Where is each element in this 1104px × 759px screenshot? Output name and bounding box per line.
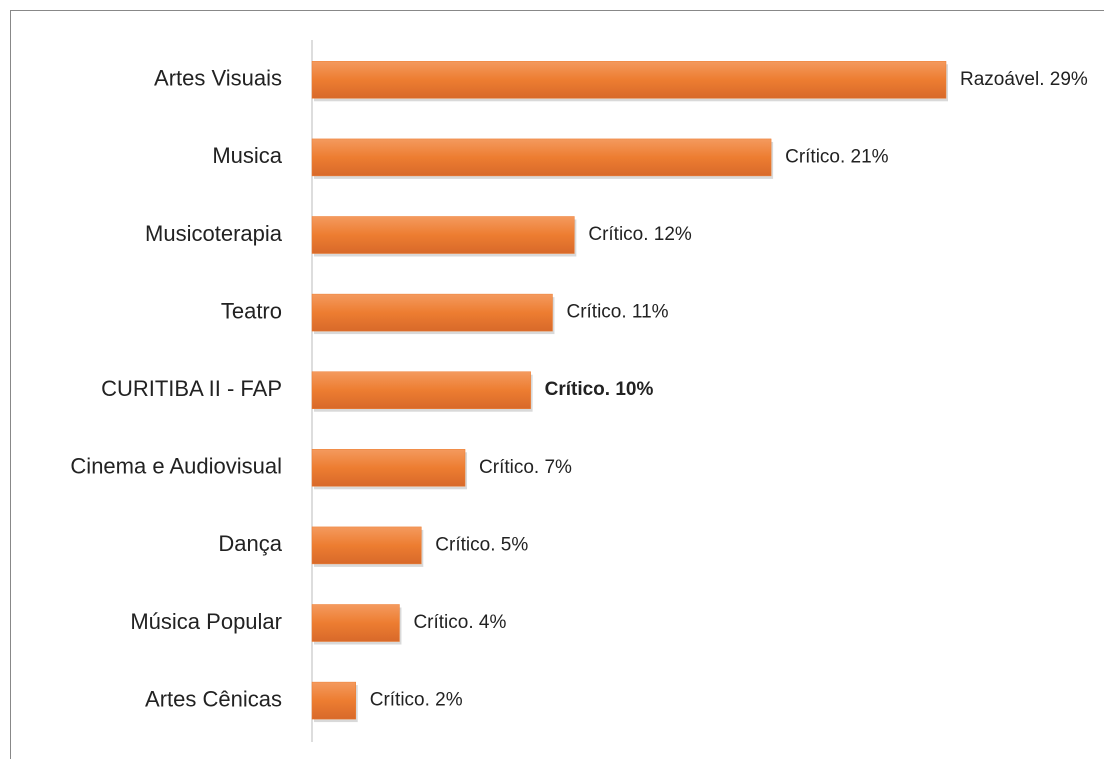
bar [311,449,466,487]
bar [311,526,422,565]
data-label: Crítico. 2% [370,690,463,711]
data-label: Crítico. 7% [479,457,572,478]
data-label: Crítico. 4% [413,612,506,633]
y-tick-label: Dança [218,531,282,556]
data-label: Crítico. 11% [566,302,668,323]
frame [10,10,1104,759]
bar [311,293,553,332]
bar [311,216,575,254]
y-tick-label: Musicoterapia [145,221,283,246]
y-tick-label: Musica [212,143,282,168]
bar [311,371,531,409]
y-tick-label: CURITIBA II - FAP [101,376,282,401]
bar [311,681,356,720]
y-tick-label: Teatro [221,298,282,323]
y-tick-label: Artes Cênicas [145,686,282,711]
bar [311,604,400,642]
data-label: Crítico. 21% [785,146,889,167]
bar [311,138,772,177]
bar [311,61,947,99]
data-label: Crítico. 10% [545,379,654,400]
data-label: Crítico. 12% [588,224,692,245]
y-tick-label: Música Popular [130,609,282,634]
y-tick-label: Cinema e Audiovisual [70,454,282,479]
data-label: Crítico. 5% [435,534,528,555]
y-tick-label: Artes Visuais [154,66,282,91]
data-label: Razoável. 29% [960,69,1088,90]
